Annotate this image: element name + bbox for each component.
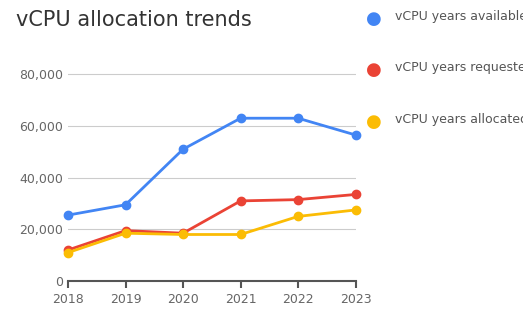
Text: vCPU allocation trends: vCPU allocation trends [16, 10, 252, 30]
vCPU years available [65, 213, 71, 217]
vCPU years available [180, 147, 186, 151]
Text: ●: ● [366, 61, 382, 79]
vCPU years available [353, 133, 359, 137]
Text: ●: ● [366, 10, 382, 28]
vCPU years available [237, 116, 244, 120]
vCPU years requested [65, 248, 71, 252]
vCPU years available [295, 116, 301, 120]
vCPU years allocated [65, 251, 71, 255]
Line: vCPU years available: vCPU years available [64, 114, 360, 219]
Text: vCPU years requested: vCPU years requested [395, 61, 523, 74]
vCPU years allocated [353, 208, 359, 212]
Text: ●: ● [366, 113, 382, 131]
Line: vCPU years allocated: vCPU years allocated [64, 206, 360, 257]
vCPU years allocated [237, 233, 244, 236]
vCPU years requested [295, 198, 301, 202]
vCPU years available [122, 203, 129, 207]
Text: vCPU years available: vCPU years available [395, 10, 523, 23]
vCPU years requested [180, 231, 186, 235]
vCPU years requested [237, 199, 244, 203]
vCPU years requested [122, 229, 129, 233]
Text: vCPU years allocated: vCPU years allocated [395, 113, 523, 126]
Line: vCPU years requested: vCPU years requested [64, 190, 360, 254]
vCPU years requested [353, 193, 359, 196]
vCPU years allocated [122, 231, 129, 235]
vCPU years allocated [180, 233, 186, 236]
vCPU years allocated [295, 214, 301, 218]
